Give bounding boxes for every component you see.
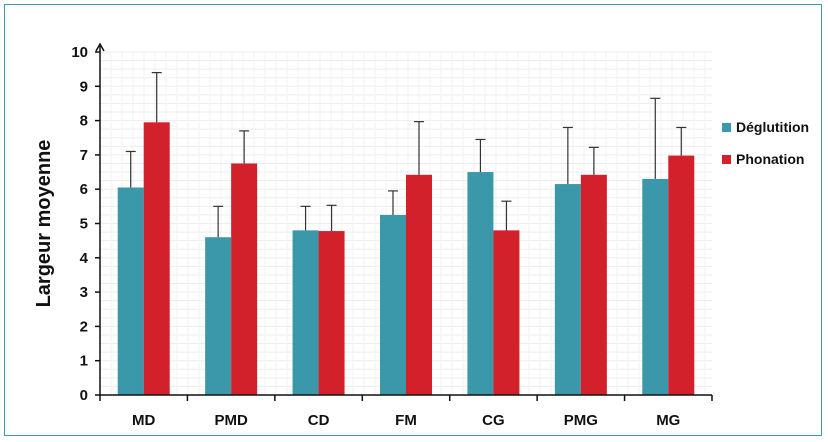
bar-déglutition-cd: [292, 230, 319, 395]
legend-label: Phonation: [736, 151, 804, 167]
y-tick-label: 5: [80, 216, 88, 233]
x-category-label: MG: [656, 412, 680, 429]
bar-déglutition-mg: [642, 178, 669, 395]
error-bars-group: [125, 71, 687, 238]
y-tick-label: 4: [80, 250, 89, 267]
y-tick-label: 0: [80, 387, 88, 404]
bar-déglutition-fm: [380, 214, 406, 395]
y-tick-label: 1: [80, 353, 88, 370]
y-tick-label: 6: [80, 181, 88, 198]
x-category-label: PMG: [564, 412, 598, 429]
y-tick-labels: 0 1 2 3 4 5 6 7 8 9 10: [71, 44, 88, 404]
bar-phonation-mg: [668, 155, 695, 395]
x-category-label: CD: [308, 412, 330, 429]
y-tick-label: 9: [80, 78, 88, 95]
y-axis-arrow: [95, 42, 105, 52]
y-tick-label: 7: [80, 147, 88, 164]
x-category-label: FM: [395, 412, 417, 429]
legend: Déglutition Phonation: [722, 119, 809, 167]
y-tick-label: 10: [71, 44, 88, 61]
bar-déglutition-pmd: [205, 237, 232, 395]
x-category-label: PMD: [214, 412, 248, 429]
legend-swatch-phonation: [722, 155, 731, 164]
bar-déglutition-cg: [467, 172, 494, 395]
bar-phonation-fm: [406, 174, 432, 395]
x-category-label: CG: [482, 412, 505, 429]
bar-phonation-cg: [493, 230, 520, 395]
bar-phonation-md: [143, 122, 170, 395]
axes-group: [95, 42, 713, 401]
bar-déglutition-pmg: [554, 184, 581, 395]
y-tick-label: 2: [80, 318, 88, 335]
bars-group: [117, 122, 695, 395]
bar-phonation-pmd: [231, 163, 258, 395]
y-tick-label: 3: [80, 284, 88, 301]
bar-phonation-pmg: [580, 174, 607, 395]
legend-label: Déglutition: [736, 119, 809, 135]
bar-déglutition-md: [117, 187, 144, 395]
x-category-label: MD: [132, 412, 155, 429]
x-category-labels: MD PMD CD FM CG PMG MG: [132, 412, 680, 429]
y-axis-label: Largeur moyenne: [33, 140, 55, 308]
y-tick-label: 8: [80, 113, 88, 130]
bar-phonation-cd: [318, 231, 345, 395]
legend-swatch-déglutition: [722, 123, 731, 132]
